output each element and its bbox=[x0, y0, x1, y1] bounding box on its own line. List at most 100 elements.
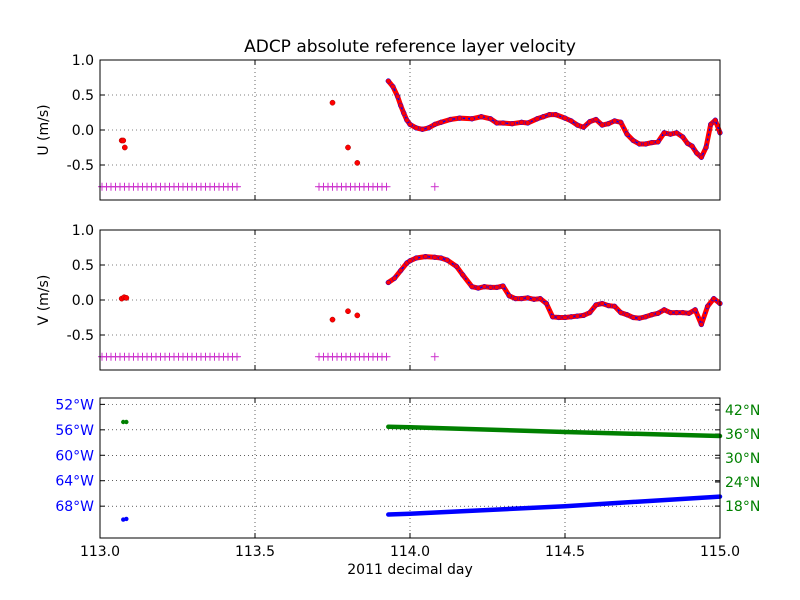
data-point bbox=[580, 312, 587, 319]
data-point bbox=[525, 120, 531, 126]
data-point bbox=[518, 295, 525, 302]
data-point bbox=[611, 118, 618, 124]
data-point bbox=[636, 315, 643, 321]
data-point bbox=[487, 284, 494, 291]
data-point bbox=[345, 144, 351, 151]
data-point bbox=[661, 130, 667, 136]
data-point bbox=[531, 296, 537, 302]
data-point bbox=[605, 302, 612, 309]
data-point bbox=[500, 120, 506, 126]
y-tick-label: 60°W bbox=[55, 448, 94, 464]
track-line bbox=[386, 494, 723, 517]
data-point bbox=[447, 116, 453, 123]
y-tick-label: 0.5 bbox=[72, 88, 94, 104]
data-point bbox=[599, 122, 605, 128]
data-point bbox=[692, 307, 698, 313]
chart-panel-v: 1.0 0.5 0.0 -0.5 V (m/s) bbox=[36, 223, 723, 371]
data-point bbox=[661, 307, 667, 313]
y-tick-label: 68°W bbox=[55, 499, 94, 515]
x-tick-label: 113.0 bbox=[80, 544, 120, 560]
data-point bbox=[385, 279, 391, 286]
data-point bbox=[711, 295, 717, 302]
data-point bbox=[540, 114, 546, 120]
y-axis-label: U (m/s) bbox=[36, 104, 52, 155]
data-point bbox=[680, 309, 686, 316]
data-point bbox=[478, 114, 484, 120]
data-point bbox=[605, 121, 612, 127]
data-point bbox=[534, 116, 540, 122]
data-point bbox=[354, 312, 361, 319]
data-point bbox=[432, 121, 438, 128]
data-point bbox=[413, 125, 419, 131]
data-point bbox=[494, 120, 500, 126]
track-point bbox=[124, 516, 129, 522]
y-tick-label: -0.5 bbox=[67, 328, 94, 344]
y-right-tick-label: 36°N bbox=[725, 427, 760, 443]
data-point bbox=[667, 131, 674, 137]
data-point bbox=[593, 116, 599, 123]
data-point bbox=[425, 125, 432, 131]
data-point bbox=[618, 309, 624, 316]
data-point bbox=[568, 314, 574, 320]
data-point bbox=[673, 130, 680, 136]
data-point bbox=[630, 137, 636, 144]
data-point bbox=[549, 314, 556, 320]
data-point bbox=[593, 302, 599, 308]
data-point bbox=[630, 314, 636, 321]
track-point bbox=[124, 419, 129, 425]
data-point bbox=[680, 134, 686, 140]
data-point bbox=[574, 122, 581, 128]
data-point bbox=[525, 295, 531, 301]
axes-frame bbox=[99, 229, 721, 371]
data-point bbox=[649, 312, 655, 318]
chart-panels: 1.0 0.5 0.0 -0.5 U (m/s) 1.0 0.5 0.0 -0.5 V (m/s)… bbox=[36, 53, 760, 578]
track-point bbox=[121, 419, 126, 425]
data-point bbox=[667, 309, 674, 316]
data-point bbox=[438, 119, 444, 125]
y-tick-label: 0.5 bbox=[72, 258, 94, 274]
y-right-tick-label: 30°N bbox=[725, 451, 760, 467]
data-point bbox=[568, 118, 574, 124]
data-point bbox=[642, 141, 649, 147]
data-point bbox=[329, 99, 336, 106]
data-point bbox=[460, 272, 466, 278]
data-point bbox=[642, 314, 649, 320]
data-point bbox=[456, 115, 463, 121]
data-point bbox=[553, 111, 559, 118]
data-point bbox=[398, 102, 404, 109]
data-point bbox=[694, 150, 700, 156]
data-point bbox=[494, 284, 500, 291]
data-point bbox=[453, 263, 460, 270]
data-point bbox=[708, 121, 714, 128]
data-point bbox=[469, 284, 475, 290]
data-point bbox=[712, 117, 718, 123]
data-point bbox=[407, 258, 413, 264]
data-point bbox=[624, 312, 630, 318]
x-tick-label: 113.5 bbox=[235, 544, 275, 560]
data-point bbox=[703, 144, 709, 151]
data-point bbox=[391, 275, 398, 281]
track-line bbox=[386, 424, 723, 439]
data-point bbox=[587, 118, 593, 125]
y-tick-label: -0.5 bbox=[67, 158, 94, 174]
y-tick-label: 0.0 bbox=[72, 123, 94, 139]
data-point bbox=[419, 126, 426, 132]
data-point bbox=[438, 255, 444, 261]
data-point bbox=[618, 119, 624, 125]
data-point bbox=[394, 93, 401, 100]
data-point bbox=[686, 310, 692, 316]
data-point bbox=[599, 300, 605, 307]
x-tick-label: 114.5 bbox=[545, 544, 585, 560]
data-point bbox=[655, 139, 661, 145]
data-point bbox=[432, 254, 438, 260]
data-point bbox=[401, 110, 407, 116]
y-axis-label: V (m/s) bbox=[36, 275, 52, 326]
data-point bbox=[537, 295, 543, 302]
x-axis-label: 2011 decimal day bbox=[347, 562, 472, 578]
data-point bbox=[121, 144, 128, 151]
data-point bbox=[422, 253, 429, 260]
y-right-tick-label: 42°N bbox=[725, 403, 760, 419]
data-point bbox=[673, 309, 680, 316]
data-point bbox=[684, 140, 691, 146]
